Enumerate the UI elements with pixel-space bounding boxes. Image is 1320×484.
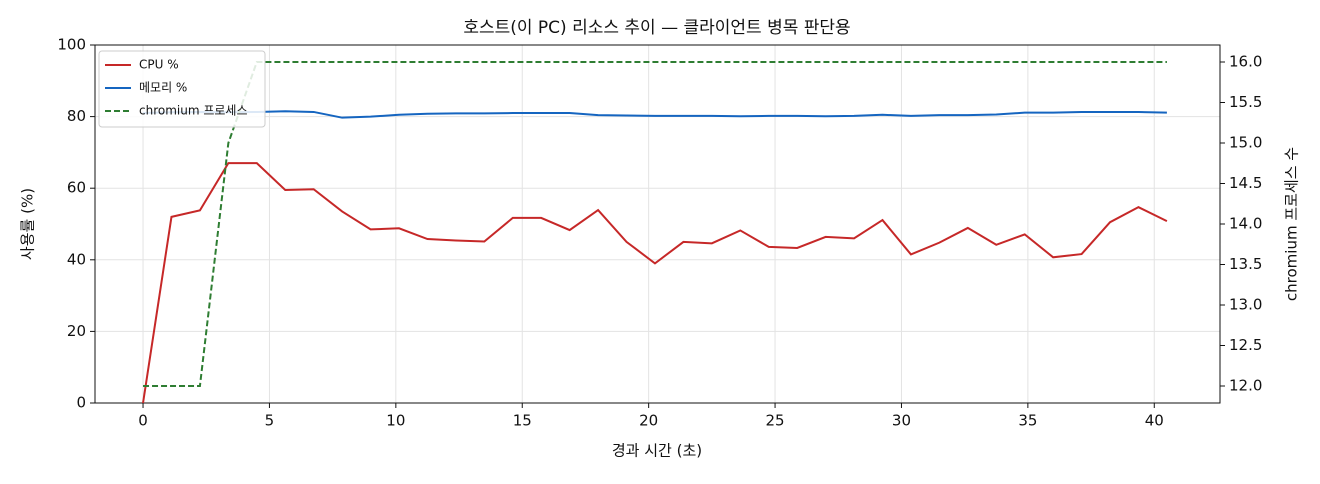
x-tick-label: 5	[265, 412, 275, 430]
x-tick-label: 30	[892, 412, 911, 430]
x-tick-label: 35	[1018, 412, 1037, 430]
x-tick-label: 15	[513, 412, 532, 430]
x-axis-label: 경과 시간 (초)	[612, 442, 702, 460]
y2-tick-label: 13.5	[1229, 255, 1262, 273]
series-line	[143, 61, 1167, 387]
y2-tick-label: 13.0	[1229, 295, 1262, 313]
y2-axis-label: chromium 프로세스 수	[1283, 147, 1301, 301]
plot-frame	[94, 44, 1221, 404]
y2-tick-label: 14.0	[1229, 215, 1262, 233]
legend-label: CPU %	[139, 58, 179, 72]
legend-box	[98, 50, 266, 128]
x-tick-label: 20	[639, 412, 658, 430]
y-tick-label: 80	[67, 107, 86, 125]
legend-label: chromium 프로세스	[139, 104, 248, 118]
y2-tick-label: 12.5	[1229, 336, 1262, 354]
chart-title: 호스트(이 PC) 리소스 추이 — 클라이언트 병목 판단용	[463, 18, 850, 38]
y-tick-label: 40	[67, 250, 86, 268]
y-tick-label: 0	[76, 394, 86, 412]
y2-tick-label: 14.5	[1229, 174, 1262, 192]
series-line	[143, 110, 1167, 119]
x-tick-label: 40	[1145, 412, 1164, 430]
y2-tick-label: 16.0	[1229, 53, 1262, 71]
y2-tick-label: 15.5	[1229, 93, 1262, 111]
y2-tick-label: 15.0	[1229, 134, 1262, 152]
legend-label: 메모리 %	[139, 81, 187, 95]
y-tick-label: 60	[67, 179, 86, 197]
y-tick-label: 20	[67, 322, 86, 340]
x-tick-label: 25	[766, 412, 785, 430]
y-tick-label: 100	[57, 36, 86, 54]
x-tick-label: 10	[386, 412, 405, 430]
y-axis-label: 사용률 (%)	[19, 188, 37, 260]
y2-tick-label: 12.0	[1229, 376, 1262, 394]
series-line	[142, 162, 1168, 404]
x-tick-label: 0	[138, 412, 148, 430]
